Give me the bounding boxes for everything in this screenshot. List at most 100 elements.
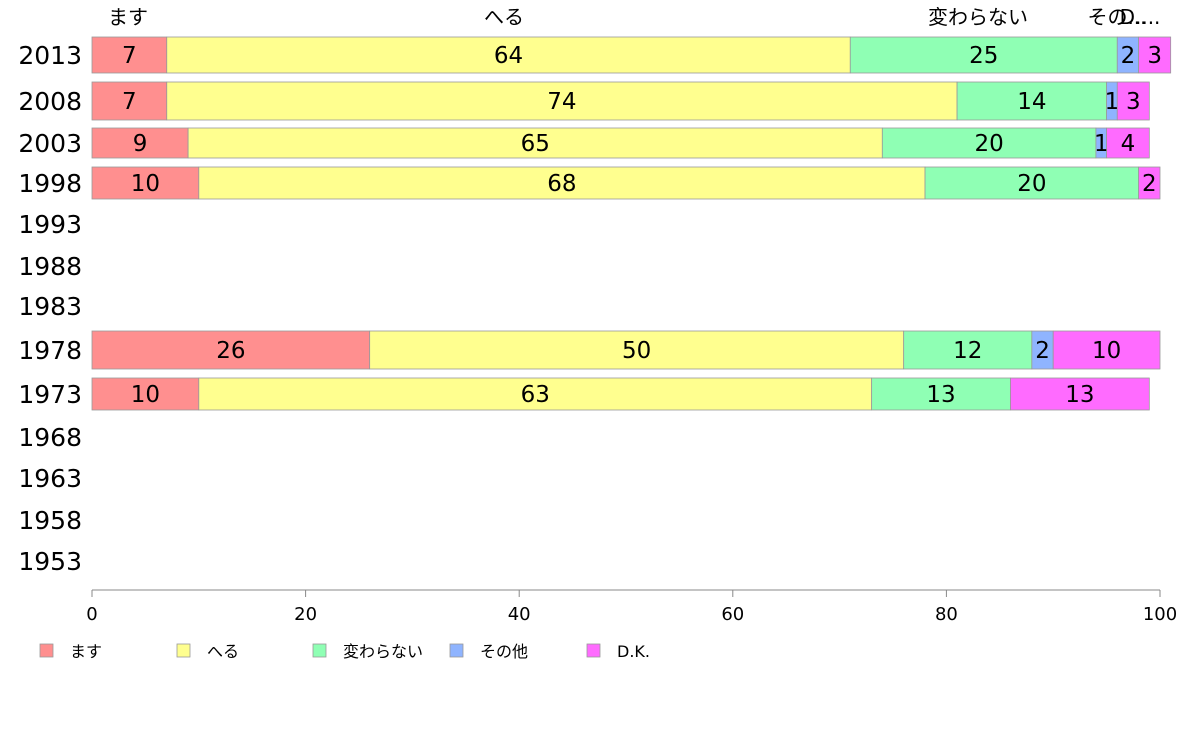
legend-swatch — [312, 643, 327, 658]
year-label: 1983 — [18, 292, 82, 321]
data-label: 10 — [1092, 338, 1121, 364]
data-label: 12 — [953, 338, 982, 364]
bar-segment — [91, 81, 168, 121]
x-tick-label: 60 — [721, 604, 744, 625]
data-label: 14 — [1017, 89, 1046, 115]
legend-swatch — [176, 643, 191, 658]
bar-row-1993: 1993 — [18, 210, 82, 239]
year-label: 1963 — [18, 464, 82, 493]
top-series-label: その... — [1087, 5, 1146, 29]
bar-segment — [871, 377, 1011, 411]
x-tick-label: 0 — [86, 604, 97, 625]
bar-segment — [1010, 377, 1150, 411]
year-label: 1953 — [18, 547, 82, 576]
bar-row-1968: 1968 — [18, 423, 82, 452]
data-label: 65 — [521, 131, 550, 157]
bar-row-1983: 1983 — [18, 292, 82, 321]
x-axis: 0 20 40 60 80 100 — [86, 589, 1177, 625]
data-label: 2 — [1142, 171, 1157, 197]
legend-swatch — [39, 643, 54, 658]
top-series-label: 変わらない — [928, 5, 1028, 29]
data-label: 50 — [622, 338, 651, 364]
data-label: 1 — [1105, 89, 1120, 115]
bar-segment — [369, 330, 905, 370]
data-label: 7 — [122, 43, 137, 69]
legend-label: へる — [207, 642, 239, 661]
legend-swatch — [449, 643, 464, 658]
bar-row-1988: 1988 — [18, 252, 82, 281]
data-label: 4 — [1121, 131, 1136, 157]
bar-segment — [166, 81, 958, 121]
data-label: 13 — [926, 382, 955, 408]
data-label: 2 — [1121, 43, 1136, 69]
bar-segment — [903, 330, 1033, 370]
year-label: 1993 — [18, 210, 82, 239]
legend-item: 変わらない — [312, 642, 423, 661]
data-label: 7 — [122, 89, 137, 115]
year-label: 1998 — [18, 169, 82, 198]
bar-segment — [849, 36, 1118, 74]
legend-item: その他 — [449, 642, 528, 661]
year-label: 1978 — [18, 336, 82, 365]
x-tick-label: 100 — [1143, 604, 1177, 625]
data-label: 3 — [1147, 43, 1162, 69]
bar-row-2013: 2013 7 64 25 2 3 — [18, 36, 1172, 74]
bar-segment — [1052, 330, 1161, 370]
year-label: 1988 — [18, 252, 82, 281]
legend-item: へる — [176, 642, 239, 661]
bar-segment — [1138, 166, 1161, 200]
data-label: 2 — [1035, 338, 1050, 364]
year-label: 1968 — [18, 423, 82, 452]
legend-label: その他 — [480, 642, 528, 661]
legend-label: D.K. — [617, 642, 650, 661]
data-label: 74 — [547, 89, 576, 115]
data-label: 10 — [131, 171, 160, 197]
bar-row-1973: 1973 10 63 13 13 — [18, 377, 1150, 411]
bar-row-1978: 1978 26 50 12 2 10 — [18, 330, 1161, 370]
bar-row-1953: 1953 — [18, 547, 82, 576]
bar-segment — [91, 36, 168, 74]
data-label: 9 — [133, 131, 148, 157]
data-label: 3 — [1126, 89, 1141, 115]
data-label: 10 — [131, 382, 160, 408]
bar-segment — [1138, 36, 1172, 74]
legend-swatch — [586, 643, 601, 658]
top-series-label: D.... — [1120, 5, 1161, 29]
bar-row-1963: 1963 — [18, 464, 82, 493]
year-label: 2003 — [18, 129, 82, 158]
legend-label: 変わらない — [343, 642, 423, 661]
x-tick-label: 20 — [294, 604, 317, 625]
bar-segment — [198, 377, 873, 411]
x-tick-label: 80 — [935, 604, 958, 625]
legend-item: D.K. — [586, 642, 650, 661]
data-label: 1 — [1094, 131, 1109, 157]
legend-label: ます — [70, 642, 102, 661]
bar-row-1958: 1958 — [18, 506, 82, 535]
data-label: 20 — [1017, 171, 1046, 197]
x-tick-label: 40 — [508, 604, 531, 625]
year-label: 2008 — [18, 87, 82, 116]
data-label: 63 — [521, 382, 550, 408]
data-label: 26 — [216, 338, 245, 364]
data-label: 64 — [494, 43, 523, 69]
data-label: 20 — [974, 131, 1003, 157]
data-label: 25 — [969, 43, 998, 69]
year-label: 1958 — [18, 506, 82, 535]
legend-item: ます — [39, 642, 102, 661]
top-series-label: ます — [108, 5, 148, 29]
bar-row-1998: 1998 10 68 20 2 — [18, 166, 1161, 200]
bar-segment — [1116, 81, 1150, 121]
bar-row-2008: 2008 7 74 14 1 3 — [18, 81, 1150, 121]
bar-segment — [1106, 127, 1150, 159]
bar-segment — [187, 127, 883, 159]
year-label: 2013 — [18, 41, 82, 70]
data-label: 13 — [1065, 382, 1094, 408]
legend: ます へる 変わらない その他 D.K. — [39, 642, 650, 661]
bar-segment — [956, 81, 1108, 121]
year-label: 1973 — [18, 380, 82, 409]
top-series-labels: ます へる 変わらない その...D.... — [108, 5, 1160, 29]
bar-segment — [166, 36, 851, 74]
bar-row-2003: 2003 9 65 20 1 4 — [18, 127, 1150, 159]
